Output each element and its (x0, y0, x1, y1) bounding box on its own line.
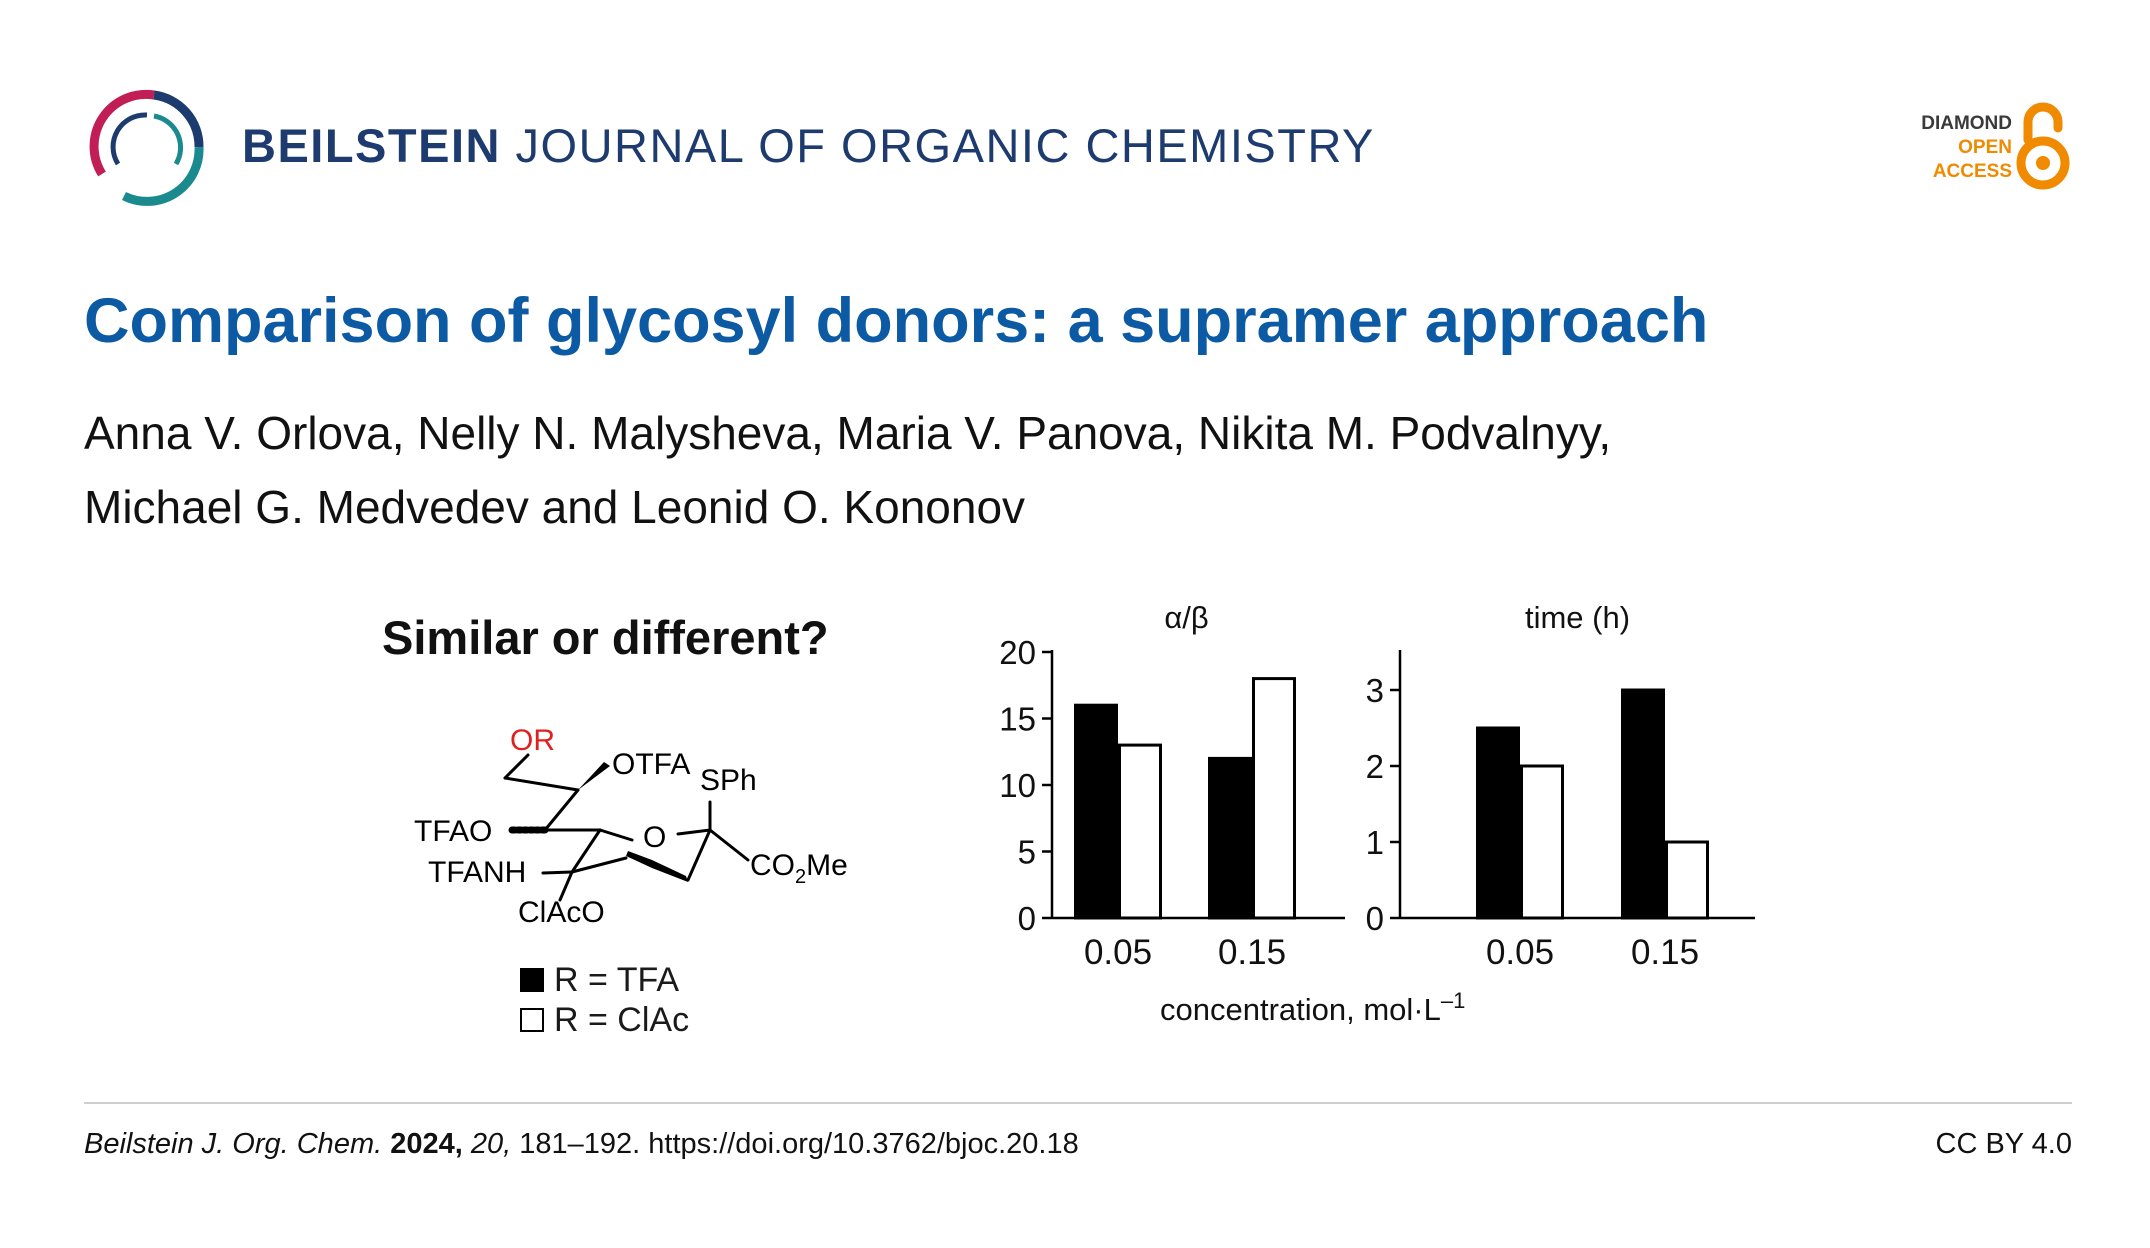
legend: R = TFA R = ClAc (520, 960, 689, 1040)
legend-label-tfa: R = TFA (554, 960, 680, 999)
chart-2-x-tick-label: 0.05 (1486, 933, 1554, 972)
graphical-abstract-heading: Similar or different? (382, 611, 829, 664)
legend-item-clac: R = ClAc (520, 1000, 689, 1040)
citation-pages-doi[interactable]: 181–192. https://doi.org/10.3762/bjoc.20… (519, 1128, 1079, 1160)
article-title: Comparison of glycosyl donors: a suprame… (84, 286, 1709, 356)
legend-swatch-filled (520, 968, 544, 992)
citation: Beilstein J. Org. Chem. 2024, 20, 181–19… (84, 1128, 1079, 1161)
chart-1-bar (1208, 756, 1252, 920)
chart-1-bar (1118, 743, 1162, 920)
citation-volume: 20, (470, 1128, 512, 1160)
oa-line-1: DIAMOND (1921, 113, 2012, 134)
clacо-label: ClAcO (518, 896, 605, 929)
author-list-line-1: Anna V. Orlova, Nelly N. Malysheva, Mari… (84, 407, 1612, 459)
tfao-label: TFAO (414, 815, 492, 848)
chart-2-bar (1621, 688, 1665, 920)
chart-2-bar (1665, 840, 1709, 920)
author-list-line-2: Michael G. Medvedev and Leonid O. Konono… (84, 481, 1026, 533)
tfanh-label: TFANH (428, 856, 526, 889)
footer-divider (84, 1102, 2072, 1104)
otfa-label: OTFA (612, 748, 690, 781)
chart-2-x-tick-label: 0.15 (1631, 933, 1699, 972)
diamond-open-access-label: DIAMOND OPEN ACCESS (1876, 112, 2012, 184)
legend-label-clac: R = ClAc (554, 1000, 690, 1039)
journal-logo (89, 89, 204, 206)
chart-1-y-tick-label: 15 (999, 701, 1036, 738)
ring-oxygen-label: O (643, 821, 666, 854)
co2me-label: CO2Me (750, 849, 848, 888)
chart-1-bar (1252, 677, 1296, 920)
chart-1-x-tick-label: 0.15 (1218, 933, 1286, 972)
chart-1-y-tick-label: 20 (999, 634, 1036, 671)
legend-swatch-empty (520, 1008, 544, 1032)
chart-2-y-tick-label: 2 (1366, 748, 1384, 785)
chart-1-title: α/β (1164, 600, 1208, 635)
sph-label: SPh (700, 764, 757, 797)
chart-2-bar (1520, 764, 1564, 920)
oa-line-3: ACCESS (1932, 161, 2012, 182)
chart-1-bar (1074, 703, 1118, 920)
legend-item-tfa: R = TFA (520, 960, 689, 1000)
sialyl-donor-structure: OR OTFA SPh TFAO O TFANH CO2Me ClAcO (414, 724, 848, 929)
journal-name-rest: JOURNAL OF ORGANIC CHEMISTRY (515, 119, 1375, 172)
journal-name: BEILSTEIN JOURNAL OF ORGANIC CHEMISTRY (242, 118, 1375, 173)
shared-x-axis-label: concentration, mol·L–1 (1160, 988, 1465, 1027)
journal-abbrev: Beilstein J. Org. Chem. (84, 1128, 383, 1160)
chart-2-bar (1476, 726, 1520, 920)
citation-year: 2024, (390, 1128, 463, 1160)
license-label: CC BY 4.0 (1935, 1128, 2072, 1160)
chart-2-title: time (h) (1525, 600, 1630, 635)
chart-1-y-tick-label: 5 (1018, 834, 1036, 871)
or-label: OR (510, 724, 555, 757)
chart-2-y-tick-label: 1 (1366, 824, 1384, 861)
open-lock-icon (2016, 102, 2070, 190)
chart-2-y-tick-label: 0 (1366, 900, 1384, 937)
bar-charts: α/β 0 5 10 15 20 0.05 0.15 time (h) 0 1 2 3 0.05 0.15 c… (999, 600, 1755, 1027)
chart-1-x-tick-label: 0.05 (1084, 933, 1152, 972)
chart-1-y-tick-label: 0 (1018, 900, 1036, 937)
chart-2-y-tick-label: 3 (1366, 672, 1384, 709)
oa-line-2: OPEN (1958, 137, 2012, 158)
chart-1-y-tick-label: 10 (999, 767, 1036, 804)
journal-name-bold: BEILSTEIN (242, 119, 501, 172)
